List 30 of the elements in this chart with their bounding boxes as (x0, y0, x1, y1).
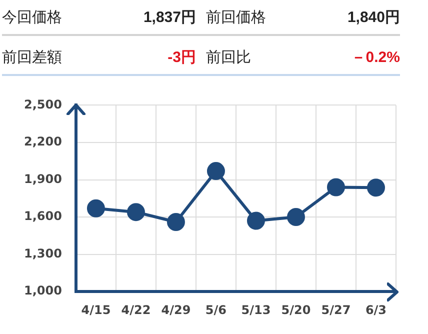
x-tick-label: 4/22 (121, 302, 151, 317)
y-tick-label: 1,000 (24, 284, 62, 298)
x-tick-label: 5/6 (205, 302, 227, 317)
y-tick-label: 1,900 (24, 172, 62, 186)
point (367, 178, 385, 197)
point (286, 208, 305, 226)
point (206, 162, 225, 180)
x-tick-label: 5/13 (241, 302, 271, 317)
text: 前回差額 (2, 48, 63, 66)
x-tick-label: 4/29 (161, 302, 191, 317)
point (326, 178, 345, 196)
x-tick-label: 5/20 (281, 302, 311, 317)
text: 前回価格 (206, 8, 267, 26)
y-tick-label: 2,200 (24, 134, 62, 149)
text: -3円 (166, 48, 196, 66)
point (126, 203, 145, 222)
text: 1,837円 (142, 8, 196, 26)
point (166, 213, 185, 232)
x-tick-label: 4/15 (81, 302, 111, 317)
text: 前回比 (206, 48, 252, 66)
point (86, 199, 105, 218)
point (246, 212, 265, 230)
text: －0.2% (350, 48, 400, 66)
y-tick-label: 1,600 (24, 209, 62, 224)
x-tick-label: 5/27 (321, 302, 351, 317)
y-tick-label: 2,500 (24, 97, 62, 112)
text: 1,840円 (346, 8, 400, 26)
y-tick-label: 1,300 (24, 246, 62, 260)
text: 今回価格 (2, 8, 63, 26)
x-tick-label: 6/3 (365, 302, 387, 317)
